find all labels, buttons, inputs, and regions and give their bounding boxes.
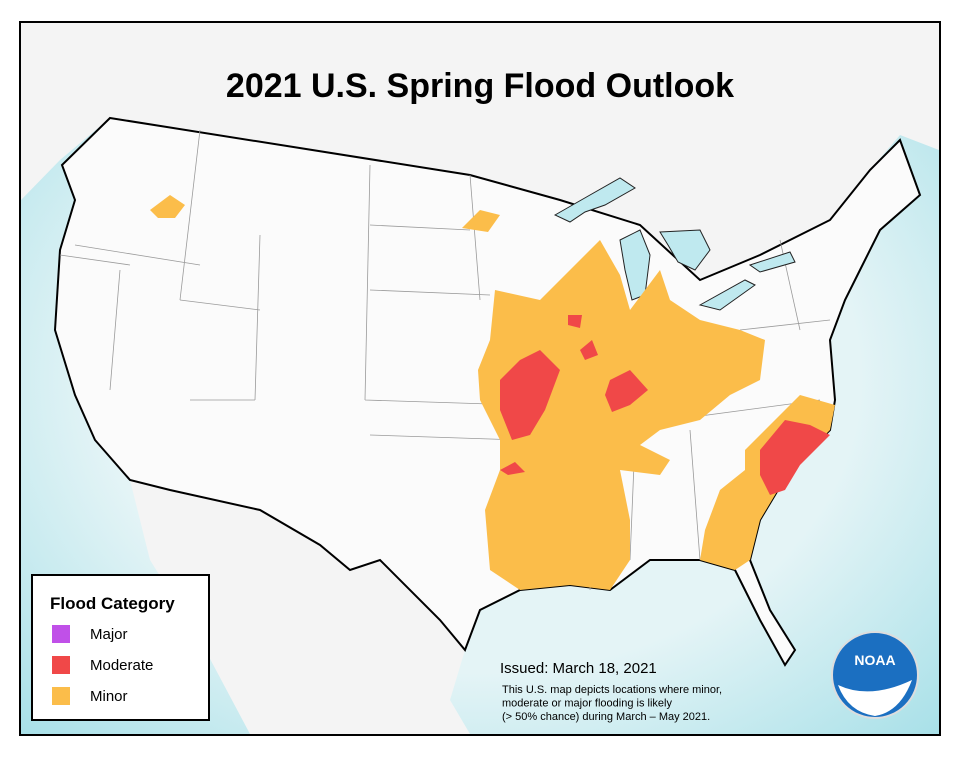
legend-label: Major [90,626,128,643]
minor-area [478,240,765,590]
great-lakes [553,177,796,311]
minor-area [462,210,500,232]
flood-areas [150,195,835,590]
moderate-area [500,462,525,475]
legend-label: Minor [90,688,128,705]
minor-area [150,195,185,218]
note-line: (> 50% chance) during March – May 2021. [502,711,710,723]
legend-swatch [52,656,70,674]
legend-items: Major Moderate Minor [52,625,153,705]
noaa-wave [838,680,912,716]
note-line: This U.S. map depicts locations where mi… [502,684,722,696]
legend-swatch [52,687,70,705]
legend-title: Flood Category [50,594,175,613]
legend-label: Moderate [90,657,153,674]
canada [21,23,939,280]
moderate-area [605,370,648,412]
map-title: 2021 U.S. Spring Flood Outlook [226,67,734,105]
moderate-area [760,420,830,495]
issued-date: Issued: March 18, 2021 [500,660,657,677]
moderate-area [580,340,598,360]
note: This U.S. map depicts locations where mi… [502,684,722,723]
legend-swatch [52,625,70,643]
noaa-text: NOAA [854,652,895,668]
moderate-area [568,315,582,328]
mexico [130,480,470,734]
note-line: moderate or major flooding is likely [502,698,672,710]
moderate-area [500,350,560,440]
